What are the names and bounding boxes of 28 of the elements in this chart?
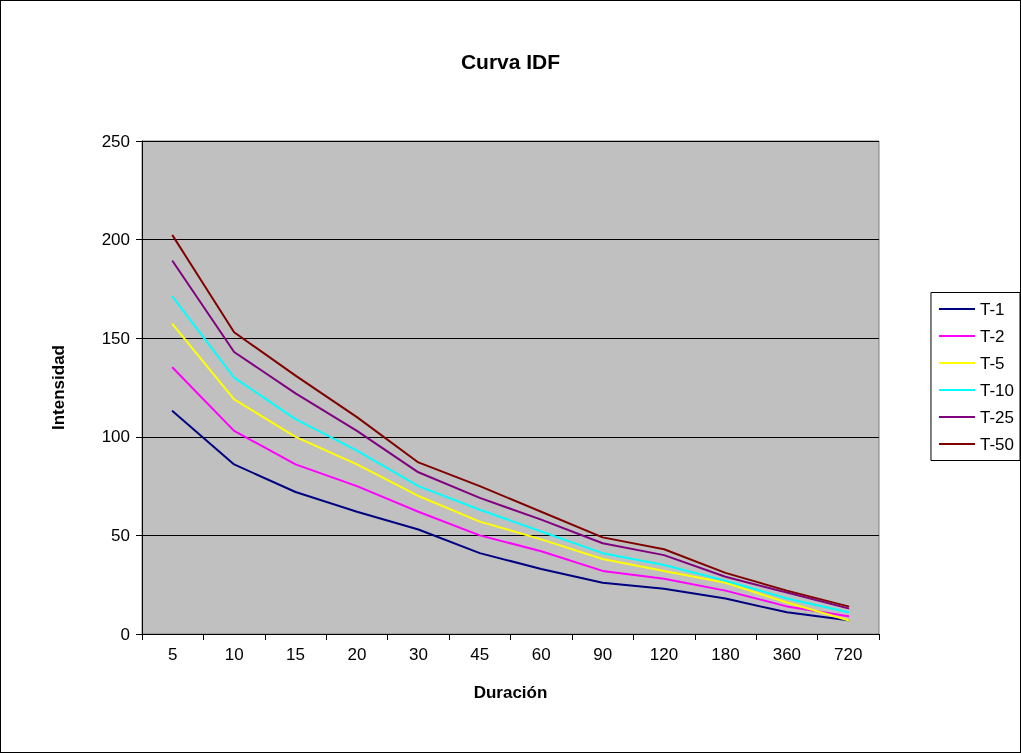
y-tick-label: 100 xyxy=(101,427,130,447)
legend-label: T-10 xyxy=(979,380,1015,400)
y-tick-label: 0 xyxy=(120,624,130,644)
x-tick-label: 120 xyxy=(649,645,679,664)
y-tick-label: 250 xyxy=(101,131,130,151)
y-tick-label: 150 xyxy=(101,328,130,348)
x-tick-label: 360 xyxy=(772,645,802,664)
legend-label: T-5 xyxy=(979,353,1005,373)
x-tick-label: 720 xyxy=(834,645,863,664)
x-axis-title: Duración xyxy=(473,683,548,702)
x-tick-label: 45 xyxy=(470,645,490,664)
x-tick-label: 15 xyxy=(286,645,305,664)
x-tick-label: 10 xyxy=(224,645,244,664)
legend-label: T-50 xyxy=(979,434,1015,454)
y-tick-label: 50 xyxy=(111,525,130,545)
line-series xyxy=(171,366,850,618)
x-tick-label: 90 xyxy=(593,645,613,664)
y-tick-label: 200 xyxy=(101,230,130,250)
x-tick-label: 30 xyxy=(408,645,428,664)
legend-label: T-1 xyxy=(979,299,1005,319)
x-tick-label: 20 xyxy=(347,645,367,664)
legend-label: T-25 xyxy=(979,407,1015,427)
x-tick-label: 5 xyxy=(167,645,178,664)
chart-title: Curva IDF xyxy=(460,50,561,73)
legend-label: T-2 xyxy=(979,326,1005,346)
x-tick-label: 180 xyxy=(711,645,740,664)
y-axis-title: Intensidad xyxy=(49,344,68,431)
x-tick-label: 60 xyxy=(531,645,551,664)
